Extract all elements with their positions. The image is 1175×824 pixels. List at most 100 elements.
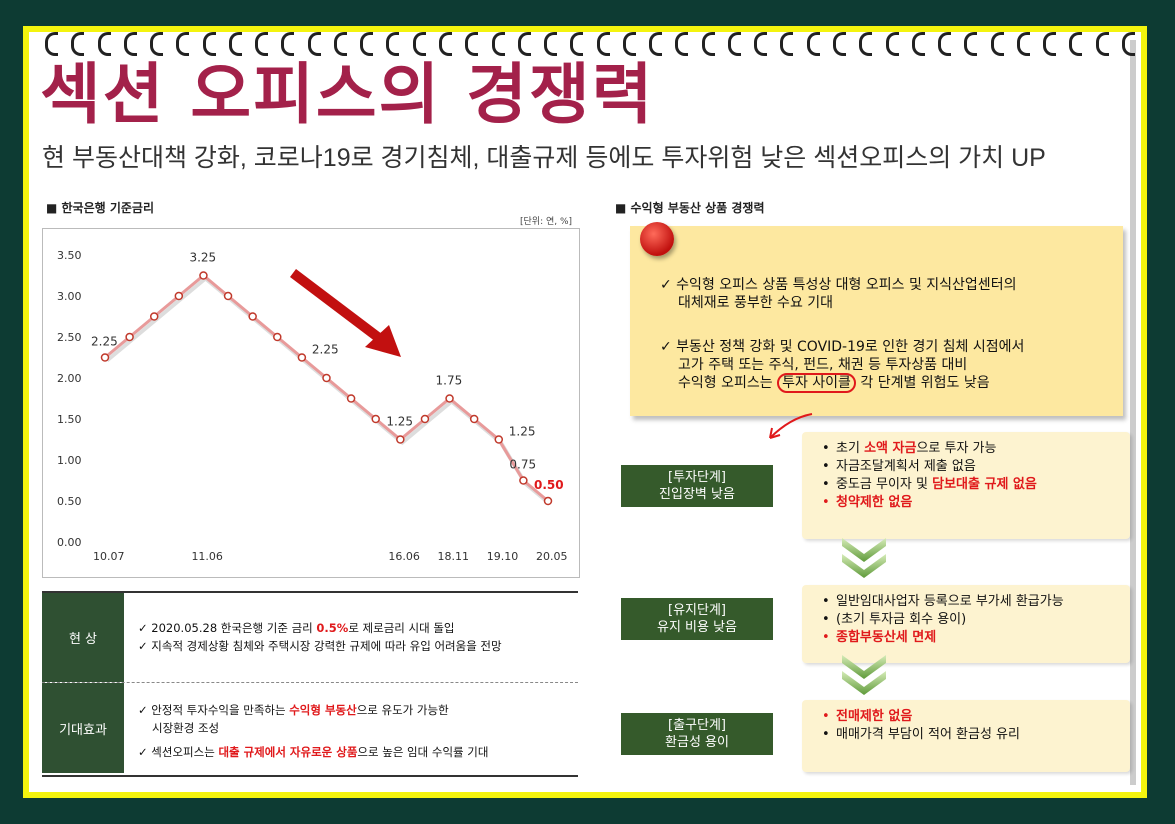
sticky-note: ✓ 수익형 오피스 상품 특성상 대형 오피스 및 지식산업센터의 대체재로 풍… (630, 226, 1123, 416)
stage-detail-box: 일반임대사업자 등록으로 부가세 환급가능(초기 투자금 회수 용이)종합부동산… (802, 585, 1130, 663)
trend-arrow-head (365, 325, 401, 357)
data-label: 1.25 (509, 425, 536, 439)
push-pin-icon (640, 222, 674, 256)
y-tick-label: 1.50 (57, 413, 82, 426)
highlight-text: 대출 규제에서 자유로운 상품 (218, 745, 358, 759)
binding-ring (596, 32, 610, 56)
table-row-body: ✓ 2020.05.28 한국은행 기준 금리 0.5%로 제로금리 시대 돌입… (138, 619, 502, 655)
x-tick-label: 19.10 (487, 550, 519, 563)
data-label: 2.25 (91, 335, 118, 349)
binding-ring (176, 32, 190, 56)
binding-ring (544, 32, 558, 56)
binding-ring (832, 32, 846, 56)
chart-section-title: ■ 한국은행 기준금리 (46, 201, 155, 215)
binding-ring (754, 32, 768, 56)
data-point (420, 414, 430, 424)
y-tick-label: 3.00 (57, 290, 82, 303)
spiral-binding (45, 30, 1135, 56)
stage-detail-item: 매매가격 부담이 적어 환금성 유리 (822, 726, 1130, 744)
data-point (125, 332, 134, 342)
rate-chart: 0.00 0.50 1.00 1.50 2.00 2.50 3.00 3.50 10.07 11.… (42, 228, 580, 578)
binding-ring (1016, 32, 1030, 56)
binding-ring (465, 32, 479, 56)
binding-ring (386, 32, 400, 56)
binding-ring (1069, 32, 1083, 56)
curved-arrow-icon (769, 413, 813, 439)
x-tick-label: 20.05 (536, 550, 568, 563)
binding-ring (255, 32, 269, 56)
stage-name: [유지단계] (668, 603, 726, 618)
data-point (100, 353, 110, 362)
data-point (371, 414, 380, 424)
binding-ring (649, 32, 663, 56)
data-point (199, 271, 208, 280)
table-row-body: ✓ 안정적 투자수익을 만족하는 수익형 부동산으로 유도가 가능한 시장환경 조… (138, 701, 488, 761)
binding-ring (780, 32, 794, 56)
binding-ring (307, 32, 321, 56)
data-point (396, 435, 405, 444)
binding-ring (71, 32, 85, 56)
data-point (346, 394, 356, 403)
data-label: 3.25 (189, 251, 216, 265)
data-label: 0.50 (534, 478, 564, 492)
data-point (248, 312, 257, 321)
binding-ring (727, 32, 741, 56)
note-line: 고가 주택 또는 주식, 펀드, 채권 등 투자상품 대비 (678, 357, 968, 373)
binding-ring (622, 32, 636, 56)
stage-detail-item: (초기 투자금 회수 용이) (822, 611, 1130, 629)
data-point (273, 332, 282, 342)
circled-text: 투자 사이클 (777, 373, 856, 393)
data-label: 2.25 (312, 343, 339, 357)
stage-desc: 진입장벽 낮음 (659, 487, 735, 502)
data-point (543, 496, 553, 506)
data-point (149, 312, 159, 321)
binding-ring (701, 32, 715, 56)
stage-label: [유지단계] 유지 비용 낮음 (621, 598, 773, 640)
stage-detail-item: 중도금 무이자 및 담보대출 규제 없음 (822, 476, 1130, 494)
stage-detail-item: 초기 소액 자금으로 투자 가능 (822, 440, 1130, 458)
binding-ring (517, 32, 531, 56)
trend-arrow-shaft (289, 269, 387, 345)
data-point (445, 394, 454, 403)
page-shadow (1130, 40, 1136, 785)
stage-desc: 환금성 용이 (665, 735, 729, 750)
binding-ring (1121, 32, 1135, 56)
y-tick-label: 0.50 (57, 495, 82, 508)
data-point (174, 291, 184, 301)
y-tick-label: 2.00 (57, 372, 82, 385)
data-point (297, 353, 307, 362)
binding-ring (150, 32, 164, 56)
table-line: 시장환경 조성 (152, 721, 220, 735)
stage-detail-item: 종합부동산세 면제 (822, 629, 1130, 647)
note-item-1: ✓ 수익형 오피스 상품 특성상 대형 오피스 및 지식산업센터의 대체재로 풍… (660, 276, 1016, 312)
page-title: 섹션 오피스의 경쟁력 (40, 56, 655, 133)
binding-ring (412, 32, 426, 56)
note-line: ✓ 수익형 오피스 상품 특성상 대형 오피스 및 지식산업센터의 (660, 277, 1017, 293)
page-subtitle: 현 부동산대책 강화, 코로나19로 경기침체, 대출규제 등에도 투자위험 낮… (42, 144, 1046, 172)
highlight-text: 수익형 부동산 (289, 703, 357, 717)
competitiveness-section-title: ■ 수익형 부동산 상품 경쟁력 (615, 201, 765, 215)
binding-ring (228, 32, 242, 56)
stage-name: [투자단계] (668, 470, 726, 485)
y-tick-label: 0.00 (57, 536, 82, 549)
table-line: ✓ 지속적 경제상황 침체와 주택시장 강력한 규제에 따라 유입 어려움을 전… (138, 639, 502, 653)
x-tick-label: 16.06 (388, 550, 420, 563)
binding-ring (1095, 32, 1109, 56)
binding-ring (859, 32, 873, 56)
note-line: 수익형 오피스는 투자 사이클 각 단계별 위험도 낮음 (678, 373, 990, 393)
data-point (223, 291, 233, 301)
y-tick-label: 3.50 (57, 249, 82, 262)
binding-ring (990, 32, 1004, 56)
binding-ring (491, 32, 505, 56)
binding-ring (911, 32, 925, 56)
stage-name: [출구단계] (668, 718, 726, 733)
data-label: 1.25 (386, 415, 413, 429)
data-point (494, 435, 504, 444)
binding-ring (885, 32, 899, 56)
stage-detail-item: 자금조달계획서 제출 없음 (822, 458, 1130, 476)
y-tick-label: 1.00 (57, 454, 82, 467)
binding-ring (806, 32, 820, 56)
binding-ring (97, 32, 111, 56)
series-line-shadow (105, 275, 552, 506)
binding-ring (1043, 32, 1057, 56)
